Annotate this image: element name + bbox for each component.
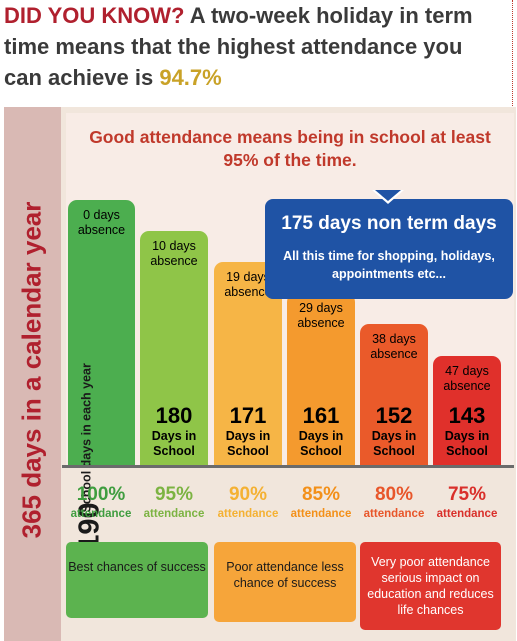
attendance-label: attendance bbox=[290, 508, 352, 520]
bar-152: 38 days absence 152 Days in School bbox=[360, 324, 428, 465]
bar-absence: 19 days absence bbox=[224, 270, 272, 299]
attendance-percent: 95% bbox=[154, 484, 194, 505]
outcome-best: Best chances of success bbox=[66, 542, 208, 618]
outcome-text: Very poor attendance serious impact on e… bbox=[367, 555, 494, 617]
attendance-90: 90% attendance bbox=[208, 484, 288, 522]
non-term-pointer-inner bbox=[375, 190, 401, 201]
attendance-80: 80% attendance bbox=[354, 484, 434, 522]
bar-label: Days in School bbox=[444, 429, 490, 458]
attendance-75: 75% attendance bbox=[427, 484, 507, 522]
headline-text: A two-week holiday in term time means th… bbox=[4, 3, 473, 90]
attendance-100: 100% attendance bbox=[61, 484, 141, 522]
attendance-label: attendance bbox=[70, 508, 132, 520]
attendance-percent: 100% bbox=[76, 484, 126, 505]
bar-days: 143 bbox=[448, 403, 486, 428]
attendance-label: attendance bbox=[363, 508, 425, 520]
bar-days: 180 bbox=[155, 403, 193, 428]
bar-days: 152 bbox=[375, 403, 413, 428]
attendance-85: 85% attendance bbox=[281, 484, 361, 522]
bar-absence: 38 days absence bbox=[370, 332, 418, 361]
attendance-label: attendance bbox=[436, 508, 498, 520]
bar-label: Days in School bbox=[225, 429, 271, 458]
dotted-divider bbox=[512, 0, 513, 120]
bar-190: 0 days absence School days in each year … bbox=[68, 200, 135, 551]
headline-highlight: 94.7% bbox=[159, 65, 222, 90]
outcome-very-poor: Very poor attendance serious impact on e… bbox=[360, 542, 501, 630]
bar-absence: 0 days absence bbox=[77, 208, 126, 237]
bar-label: Days in School bbox=[151, 429, 197, 458]
non-term-body: All this time for shopping, holidays, ap… bbox=[283, 249, 495, 281]
bar-161: 29 days absence 161 Days in School bbox=[287, 293, 355, 465]
baseline bbox=[62, 465, 514, 468]
bar-absence: 47 days absence bbox=[443, 364, 491, 393]
non-term-box: 175 days non term days All this time for… bbox=[265, 199, 513, 299]
outcome-text: Poor attendance less chance of success bbox=[226, 560, 344, 590]
outcome-poor: Poor attendance less chance of success bbox=[214, 542, 356, 622]
bar-180: 10 days absence 180 Days in School bbox=[140, 231, 208, 465]
attendance-95: 95% attendance bbox=[134, 484, 214, 522]
non-term-title: 175 days non term days bbox=[281, 213, 497, 234]
headline-prefix: DID YOU KNOW? bbox=[4, 3, 185, 28]
attendance-percent: 80% bbox=[374, 484, 414, 505]
bar-label: Days in School bbox=[298, 429, 344, 458]
bar-days: 171 bbox=[229, 403, 267, 428]
sidebar-label: 365 days in a calendar year bbox=[16, 201, 47, 539]
attendance-label: attendance bbox=[217, 508, 279, 520]
attendance-percent: 90% bbox=[228, 484, 268, 505]
attendance-percent: 85% bbox=[301, 484, 341, 505]
bar-absence: 10 days absence bbox=[150, 239, 198, 268]
bar-143: 47 days absence 143 Days in School bbox=[433, 356, 501, 465]
attendance-label: attendance bbox=[143, 508, 205, 520]
bar-absence: 29 days absence bbox=[297, 301, 345, 330]
bar-label: Days in School bbox=[371, 429, 417, 458]
sidebar bbox=[4, 107, 61, 641]
good-attendance-text: Good attendance means being in school at… bbox=[89, 127, 491, 170]
bar-days: 161 bbox=[302, 403, 340, 428]
headline: DID YOU KNOW? A two-week holiday in term… bbox=[4, 0, 504, 93]
attendance-percent: 75% bbox=[447, 484, 487, 505]
outcome-text: Best chances of success bbox=[68, 560, 206, 574]
